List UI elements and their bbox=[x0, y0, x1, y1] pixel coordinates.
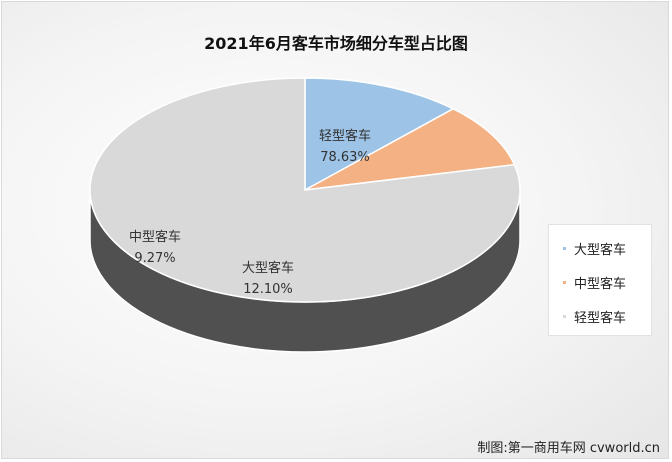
slice-name-large-bus: 大型客车 bbox=[242, 260, 294, 276]
legend-label-light-bus: 轻型客车 bbox=[574, 310, 627, 326]
slice-value-medium-bus: 9.27% bbox=[134, 251, 175, 266]
chart-title: 2021年6月客车市场细分车型占比图 bbox=[204, 34, 468, 53]
slice-value-large-bus: 12.10% bbox=[243, 282, 293, 297]
legend: 大型客车 中型客车 轻型客车 bbox=[548, 224, 652, 336]
legend-marker-medium-bus bbox=[563, 280, 566, 284]
pie-slice-large-bus bbox=[304, 77, 455, 192]
pie-slice-medium-bus bbox=[304, 107, 516, 191]
legend-item-light-bus: 轻型客车 bbox=[563, 299, 651, 333]
pie-slice-light-bus bbox=[89, 77, 521, 303]
slice-name-light-bus: 轻型客车 bbox=[319, 128, 371, 144]
slice-value-light-bus: 78.63% bbox=[320, 150, 370, 165]
legend-item-medium-bus: 中型客车 bbox=[563, 265, 651, 299]
source-credit: 制图:第一商用车网 cvworld.cn bbox=[477, 441, 660, 456]
legend-marker-light-bus bbox=[563, 314, 566, 318]
slice-name-medium-bus: 中型客车 bbox=[129, 229, 181, 245]
legend-label-medium-bus: 中型客车 bbox=[574, 276, 627, 292]
legend-label-large-bus: 大型客车 bbox=[574, 242, 627, 258]
legend-item-large-bus: 大型客车 bbox=[563, 231, 651, 265]
legend-marker-large-bus bbox=[563, 246, 566, 250]
